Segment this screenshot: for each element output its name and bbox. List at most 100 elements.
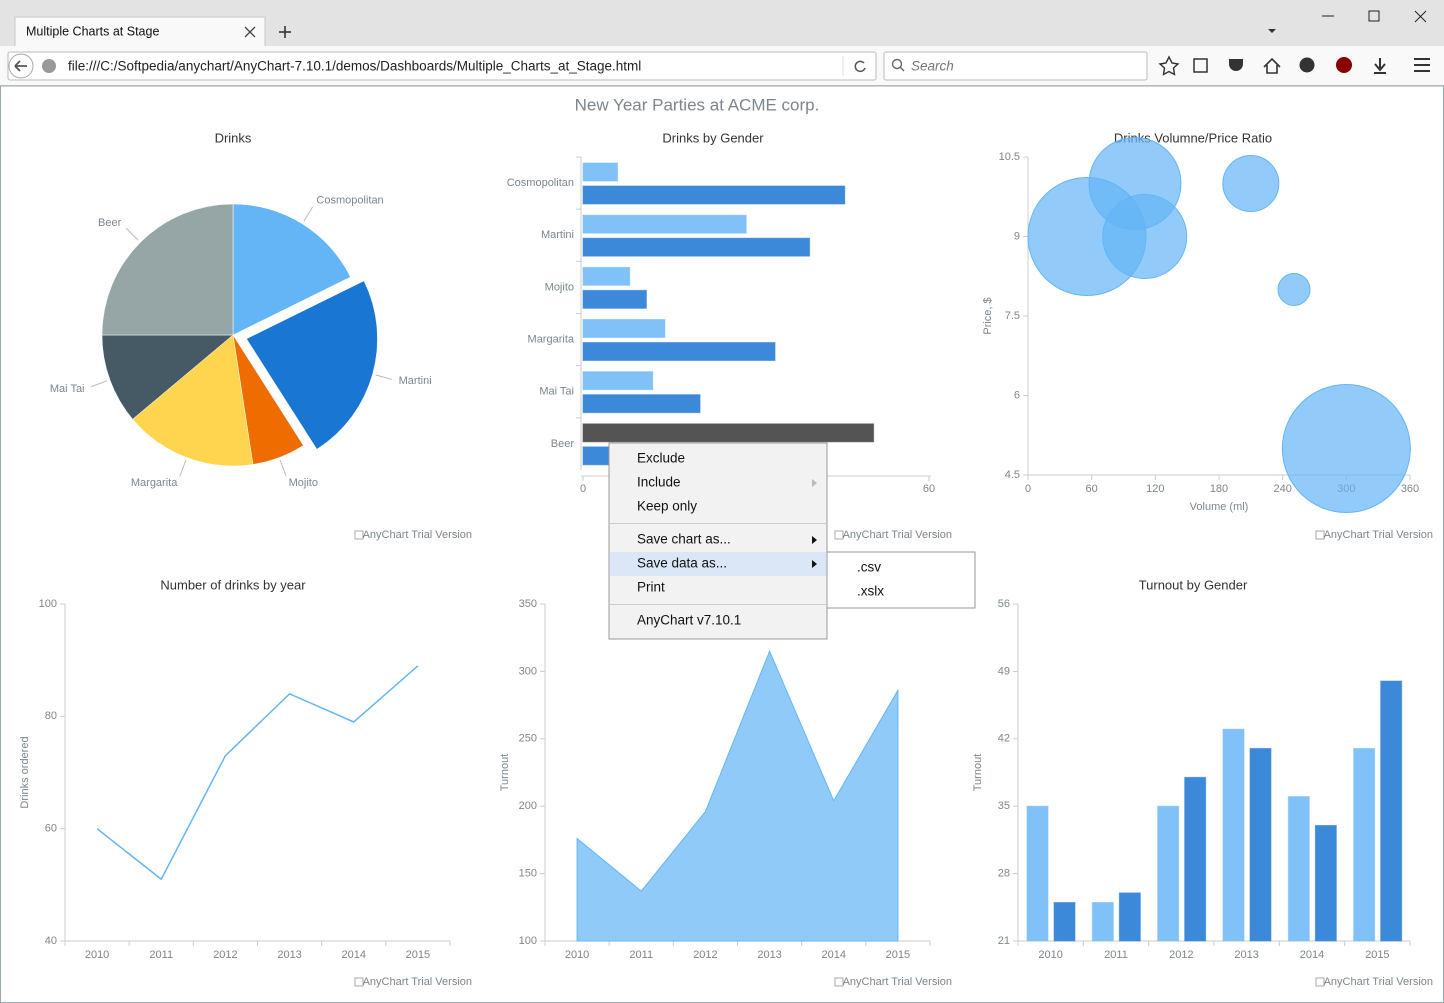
- x-tick-label: 2012: [213, 949, 237, 961]
- menu-item[interactable]: Exclude: [637, 451, 685, 466]
- chart: Drinks Cosmopolitan Martini Mojito Margarita…: [50, 130, 472, 540]
- x-tick-label: 180: [1210, 483, 1228, 495]
- menu-panel: [608, 442, 828, 640]
- search-box[interactable]: [883, 51, 1148, 81]
- x-tick-label: 2014: [1300, 949, 1324, 961]
- bar: [582, 394, 701, 414]
- y-tick-label: 200: [519, 800, 537, 812]
- menu-item[interactable]: AnyChart v7.10.1: [637, 613, 741, 628]
- x-tick-label: 2013: [757, 949, 781, 961]
- bar: [582, 342, 776, 361]
- leader-line: [125, 227, 139, 241]
- chart-title: Number of drinks by year: [160, 577, 306, 592]
- y-tick-label: 10.5: [999, 151, 1020, 163]
- y-tick-label: Margarita: [528, 333, 575, 345]
- x-tick-label: 0: [1025, 483, 1031, 495]
- context-menu: Exclude Include Keep only Save chart as....…: [608, 442, 976, 640]
- y-tick-label: 100: [519, 935, 537, 947]
- y-axis-label: Price, $: [982, 297, 994, 334]
- reading-list[interactable]: [1193, 58, 1208, 73]
- submenu-item[interactable]: .xslx: [857, 584, 884, 599]
- slice-label: Martini: [399, 375, 432, 387]
- x-tick-label: 2010: [565, 949, 589, 961]
- credit-icon: [834, 977, 844, 987]
- bubble: [1102, 194, 1188, 279]
- submenu-item[interactable]: .csv: [857, 560, 881, 575]
- menu[interactable]: [1414, 58, 1430, 72]
- column: [1091, 901, 1114, 942]
- credit: AnyChart Trial Version: [363, 976, 472, 988]
- y-tick-label: 250: [519, 733, 537, 745]
- pocket[interactable]: [1229, 59, 1243, 71]
- chart-title: Drinks by Gender: [662, 130, 764, 145]
- home[interactable]: [1263, 57, 1281, 74]
- menu-item[interactable]: Save chart as...: [637, 532, 731, 547]
- url-text: file:///C:/Softpedia/anychart/AnyChart-7…: [68, 59, 641, 74]
- x-tick-label: 2013: [1234, 949, 1258, 961]
- bar: [582, 423, 875, 443]
- bar: [582, 319, 666, 338]
- bar: [582, 162, 619, 182]
- column: [1353, 747, 1376, 942]
- y-tick-label: 300: [519, 665, 537, 677]
- bookmark[interactable]: [1158, 55, 1180, 76]
- slice-label: Mai Tai: [50, 383, 85, 395]
- x-tick-label: 2011: [629, 949, 653, 961]
- slice-label: Mojito: [289, 477, 318, 489]
- credit-icon: [354, 977, 364, 987]
- maximize[interactable]: [1368, 10, 1380, 22]
- column: [1287, 796, 1310, 942]
- downloads[interactable]: [1374, 58, 1386, 74]
- y-tick-label: 42: [998, 733, 1010, 745]
- column: [1380, 680, 1403, 942]
- submenu-arrow: [812, 560, 817, 568]
- y-tick-label: Cosmopolitan: [507, 177, 574, 189]
- y-tick-label: 80: [45, 710, 57, 722]
- emoji[interactable]: [1299, 57, 1315, 73]
- menu-highlight: [610, 552, 826, 576]
- menu-item[interactable]: Keep only: [637, 499, 697, 514]
- menu-item: Include: [637, 475, 681, 490]
- x-tick-label: 2014: [342, 949, 366, 961]
- leader-line: [90, 380, 108, 388]
- tab-close[interactable]: [244, 26, 256, 38]
- pie-slice: [101, 334, 234, 420]
- pie-slice: [232, 203, 351, 336]
- y-tick-label: 100: [39, 598, 57, 610]
- y-tick-label: 49: [998, 665, 1010, 677]
- ublock[interactable]: [1336, 57, 1352, 73]
- tab-list[interactable]: [1268, 29, 1276, 33]
- bubble: [1222, 155, 1280, 212]
- column: [1222, 728, 1245, 942]
- menu-item[interactable]: Save data as...: [637, 556, 727, 571]
- reload[interactable]: [854, 60, 866, 73]
- new-tab[interactable]: [279, 26, 291, 38]
- leader-line: [375, 374, 393, 380]
- x-tick-label: 360: [1401, 483, 1419, 495]
- x-tick-label: 2012: [1169, 949, 1193, 961]
- bar: [582, 371, 654, 391]
- y-tick-label: Mai Tai: [539, 386, 574, 398]
- column: [1026, 805, 1049, 942]
- pie-slice: [132, 334, 254, 467]
- close-window[interactable]: [1414, 10, 1427, 23]
- column: [1118, 892, 1141, 942]
- bar: [582, 237, 811, 257]
- url-bar[interactable]: [7, 51, 877, 81]
- y-tick-label: 40: [45, 935, 57, 947]
- y-tick-label: 60: [45, 823, 57, 835]
- bar: [582, 185, 846, 205]
- tab[interactable]: [14, 16, 266, 48]
- x-tick-label: 2013: [277, 949, 301, 961]
- x-axis-label: Volume (ml): [1190, 501, 1249, 513]
- menu-item[interactable]: Print: [637, 580, 665, 595]
- y-tick-label: 28: [998, 868, 1010, 880]
- area: [576, 649, 899, 942]
- x-tick-label: 2014: [822, 949, 846, 961]
- credit-icon: [1315, 977, 1325, 987]
- search-icon: [899, 66, 905, 72]
- submenu-panel: [826, 551, 976, 609]
- chart-title: Turnout by Gender: [1139, 577, 1248, 592]
